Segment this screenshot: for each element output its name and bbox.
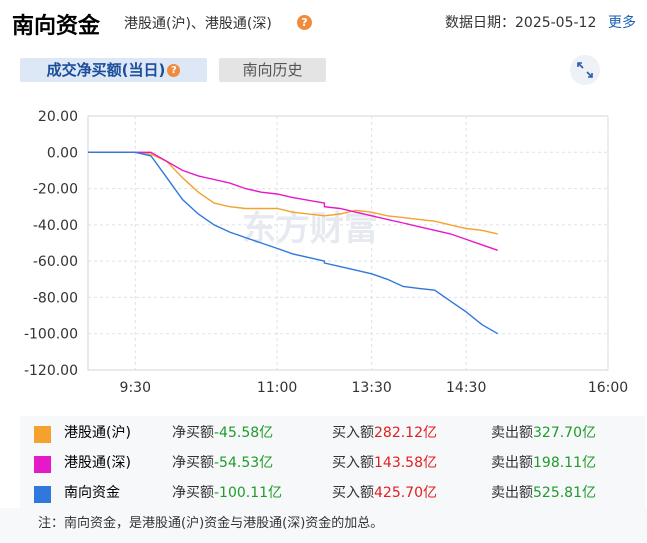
legend-row-sz: 港股通(深) 净买额-54.53亿 买入额143.58亿 卖出额198.11亿 [20, 448, 645, 478]
x-tick-label: 14:30 [446, 380, 486, 396]
net-value: -100.11亿 [214, 485, 283, 501]
series-line-f5a12e [88, 151, 498, 235]
grid-layer [87, 115, 609, 371]
tab-label: 成交净买额(当日) [46, 61, 166, 79]
buy-value: 143.58亿 [374, 455, 437, 471]
buy-label: 买入额 [332, 485, 374, 501]
legend-swatch [34, 426, 51, 443]
page-title: 南向资金 [12, 14, 101, 39]
tab-label: 南向历史 [242, 61, 303, 79]
data-date: 数据日期：2025-05-12 [445, 15, 597, 31]
legend-buy: 买入额282.12亿 [332, 418, 437, 448]
legend: 港股通(沪) 净买额-45.58亿 买入额282.12亿 卖出额327.70亿 … [20, 416, 645, 508]
y-tick-label: -40.00 [33, 218, 78, 234]
legend-net: 净买额-45.58亿 [172, 418, 273, 448]
chart: 东方财富 20.00 0.00 -20.00 -40.00 -60.00 -80.00 -1… [24, 109, 629, 396]
y-tick-label: 0.00 [47, 145, 78, 161]
sell-label: 卖出额 [491, 485, 533, 501]
y-tick-label: 20.00 [38, 109, 78, 125]
legend-sell: 卖出额327.70亿 [491, 418, 596, 448]
tab-net-buy-today[interactable]: 成交净买额(当日)? [20, 58, 207, 82]
legend-name: 港股通(深) [64, 455, 131, 471]
x-tick-label: 9:30 [120, 380, 151, 396]
legend-buy: 买入额143.58亿 [332, 448, 437, 478]
legend-buy: 买入额425.70亿 [332, 478, 437, 508]
sell-value: 327.70亿 [533, 425, 596, 441]
y-tick-label: -20.00 [33, 182, 78, 198]
y-axis: 20.00 0.00 -20.00 -40.00 -60.00 -80.00 -100.00… [24, 109, 78, 379]
legend-net: 净买额-100.11亿 [172, 478, 282, 508]
sell-label: 卖出额 [491, 455, 533, 471]
legend-swatch [34, 456, 51, 473]
legend-name: 港股通(沪) [64, 425, 131, 441]
help-icon[interactable]: ? [297, 15, 312, 30]
y-tick-label: -100.00 [24, 327, 78, 343]
x-axis: 9:30 11:00 13:30 14:30 16:00 [120, 380, 629, 396]
series-layer [88, 151, 499, 335]
series-line-e619c8 [88, 151, 498, 251]
legend-name: 南向资金 [64, 485, 120, 501]
net-value: -54.53亿 [214, 455, 274, 471]
net-label: 净买额 [172, 455, 214, 471]
net-value: -45.58亿 [214, 425, 274, 441]
header: 南向资金 港股通(沪)、港股通(深) ? 数据日期：2025-05-12 更多 [0, 0, 647, 44]
x-tick-label: 16:00 [588, 380, 628, 396]
sell-value: 525.81亿 [533, 485, 596, 501]
net-label: 净买额 [172, 485, 214, 501]
buy-value: 425.70亿 [374, 485, 437, 501]
legend-net: 净买额-54.53亿 [172, 448, 273, 478]
sell-label: 卖出额 [491, 425, 533, 441]
footnote: 注：南向资金，是港股通(沪)资金与港股通(深)资金的加总。 [0, 508, 647, 543]
tab-southbound-history[interactable]: 南向历史 [219, 58, 326, 82]
x-tick-label: 11:00 [257, 380, 297, 396]
x-tick-label: 13:30 [351, 380, 391, 396]
net-label: 净买额 [172, 425, 214, 441]
series-line-2f78dc [88, 151, 499, 335]
sell-value: 198.11亿 [533, 455, 596, 471]
legend-row-sh: 港股通(沪) 净买额-45.58亿 买入额282.12亿 卖出额327.70亿 [20, 418, 645, 448]
watermark: 东方财富 [242, 209, 378, 249]
help-icon[interactable]: ? [167, 64, 181, 77]
y-tick-label: -80.00 [33, 290, 78, 306]
buy-label: 买入额 [332, 455, 374, 471]
y-tick-label: -120.00 [24, 363, 78, 379]
legend-sell: 卖出额198.11亿 [491, 448, 596, 478]
legend-sell: 卖出额525.81亿 [491, 478, 596, 508]
buy-label: 买入额 [332, 425, 374, 441]
legend-swatch [34, 486, 51, 503]
y-tick-label: -60.00 [33, 254, 78, 270]
watermark-layer: 东方财富 [242, 209, 378, 249]
expand-button[interactable] [570, 55, 600, 85]
buy-value: 282.12亿 [374, 425, 437, 441]
more-link[interactable]: 更多 [608, 15, 636, 31]
legend-row-total: 南向资金 净买额-100.11亿 买入额425.70亿 卖出额525.81亿 [20, 478, 645, 508]
expand-icon [577, 62, 593, 78]
page-subtitle: 港股通(沪)、港股通(深) [124, 16, 272, 32]
